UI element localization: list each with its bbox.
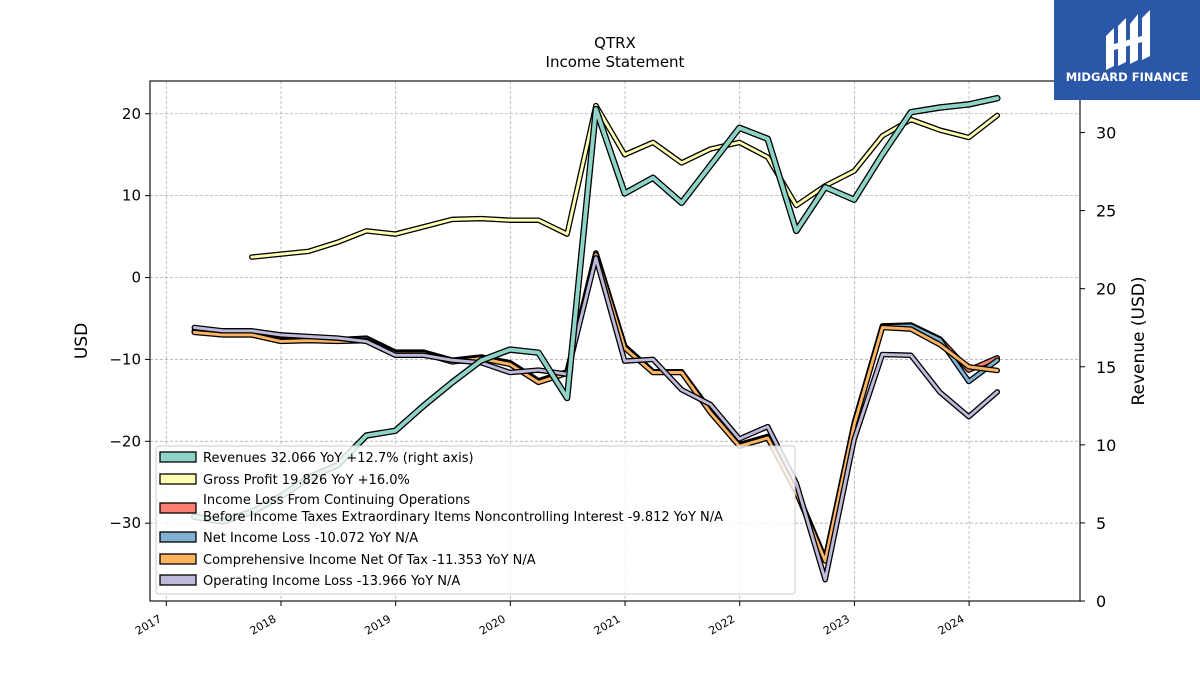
chart-subtitle: Income Statement [546,53,685,71]
series-0 [249,102,1001,260]
legend-swatch [159,574,197,586]
y-right-tick-label: 0 [1096,592,1106,611]
series-4 [191,255,1001,583]
chart-title: QTRX [594,34,636,52]
legend-label: Income Loss From Continuing Operations [203,493,470,508]
y-right-tick-label: 25 [1096,202,1116,221]
y-left-tick-label: 20 [122,105,141,123]
brand-logo-mark-icon: MIDGARD FINANCE [1066,10,1189,84]
legend-swatch [159,451,197,463]
legend-label: Comprehensive Income Net Of Tax -11.353 … [203,553,536,568]
y-right-tick-label: 30 [1096,124,1116,143]
x-tick-label: 2019 [362,612,393,637]
x-tick-label: 2018 [248,612,279,637]
series-line [192,256,999,582]
legend-label: Operating Income Loss -13.966 YoY N/A [203,574,460,589]
series-line [250,104,999,259]
legend-label: Gross Profit 19.826 YoY +16.0% [203,473,410,488]
y-left-tick-label: −20 [109,432,141,450]
legend: Revenues 32.066 YoY +12.7% (right axis) G… [155,445,796,595]
grid [150,81,1080,601]
y-left-tick-label: −10 [109,350,141,368]
y-right-tick-label: 5 [1096,514,1106,533]
x-tick-label: 2024 [936,612,967,637]
y-axis-label-left: USD [72,323,92,359]
y-left-tick-label: 0 [131,269,141,287]
y-left-tick-label: 10 [122,187,141,205]
x-tick-label: 2022 [706,612,737,637]
legend-swatch [159,531,197,543]
brand-name: MIDGARD FINANCE [1066,70,1189,84]
y-right-tick-label: 10 [1096,436,1116,455]
y-left-tick-label: −30 [109,514,141,532]
y-right-tick-label: 20 [1096,280,1116,299]
legend-box [155,445,796,595]
x-tick-label: 2020 [477,612,508,637]
legend-label: Revenues 32.066 YoY +12.7% (right axis) [203,451,474,466]
x-tick-label: 2023 [821,612,852,637]
x-tick-label: 2017 [133,612,164,637]
brand-logo: MIDGARD FINANCE [1054,0,1200,100]
series-line-outline [249,102,1001,260]
series-3 [191,251,1001,564]
y-axis-label-right: Revenue (USD) [1129,276,1149,405]
plot-frame [149,80,1081,602]
legend-swatch [159,553,197,565]
legend-swatch [159,502,197,514]
legend-label: Before Income Taxes Extraordinary Items … [203,510,723,525]
y-right-tick-label: 15 [1096,358,1116,377]
series-line [192,253,999,563]
legend-swatch [159,473,197,485]
legend-label: Net Income Loss -10.072 YoY N/A [203,531,418,546]
x-tick-label: 2021 [592,612,623,637]
